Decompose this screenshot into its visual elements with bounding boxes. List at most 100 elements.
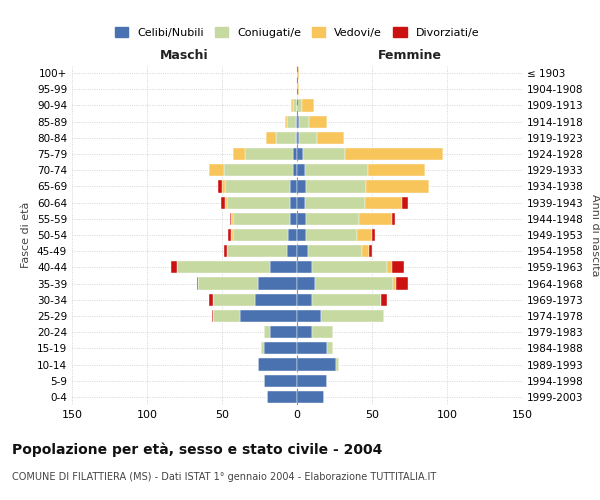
Bar (270, 262, 297, 274)
Bar (297, 212, 306, 225)
Bar (265, 132, 276, 144)
Bar (297, 391, 324, 403)
Bar (223, 164, 293, 176)
Bar (359, 212, 392, 225)
Bar (296, 132, 297, 144)
Bar (297, 262, 312, 274)
Bar (402, 196, 408, 208)
Bar (302, 100, 314, 112)
Bar (297, 229, 306, 241)
Y-axis label: Fasce di età: Fasce di età (22, 202, 31, 268)
Bar (240, 310, 297, 322)
Bar (229, 212, 231, 225)
Bar (212, 310, 213, 322)
Bar (227, 245, 287, 258)
Bar (297, 374, 327, 387)
Bar (361, 245, 369, 258)
Bar (336, 358, 339, 370)
Bar (288, 229, 297, 241)
Bar (231, 212, 233, 225)
Bar (233, 148, 245, 160)
Bar (276, 132, 296, 144)
Bar (312, 294, 381, 306)
Bar (357, 229, 372, 241)
Bar (264, 326, 270, 338)
Bar (231, 229, 233, 241)
Bar (293, 100, 297, 112)
Text: Femmine: Femmine (377, 49, 442, 62)
Bar (381, 294, 387, 306)
Bar (303, 148, 345, 160)
Bar (392, 262, 404, 274)
Bar (366, 180, 429, 192)
Bar (305, 196, 365, 208)
Bar (233, 212, 290, 225)
Y-axis label: Anni di nascita: Anni di nascita (590, 194, 600, 276)
Bar (285, 116, 287, 128)
Bar (297, 132, 299, 144)
Legend: Celibi/Nubili, Coniugati/e, Vedovi/e, Divorziati/e: Celibi/Nubili, Coniugati/e, Vedovi/e, Di… (110, 23, 484, 42)
Bar (290, 196, 297, 208)
Bar (270, 326, 297, 338)
Bar (297, 294, 312, 306)
Bar (308, 245, 361, 258)
Bar (396, 278, 408, 289)
Bar (297, 100, 302, 112)
Bar (296, 116, 297, 128)
Bar (297, 67, 299, 79)
Bar (387, 262, 392, 274)
Bar (293, 164, 297, 176)
Bar (258, 358, 297, 370)
Bar (297, 310, 321, 322)
Text: Popolazione per età, sesso e stato civile - 2004: Popolazione per età, sesso e stato civil… (12, 442, 382, 457)
Bar (297, 148, 303, 160)
Bar (393, 278, 396, 289)
Bar (306, 180, 366, 192)
Bar (258, 278, 297, 289)
Bar (225, 180, 290, 192)
Bar (297, 326, 312, 338)
Bar (261, 342, 264, 354)
Bar (293, 148, 297, 160)
Bar (297, 83, 299, 96)
Bar (171, 262, 177, 274)
Bar (197, 278, 198, 289)
Bar (209, 294, 213, 306)
Bar (297, 278, 315, 289)
Bar (297, 196, 305, 208)
Bar (365, 196, 402, 208)
Bar (290, 180, 297, 192)
Bar (233, 229, 288, 241)
Bar (306, 212, 359, 225)
Bar (221, 196, 225, 208)
Bar (345, 148, 443, 160)
Bar (287, 245, 297, 258)
Bar (297, 245, 308, 258)
Bar (255, 294, 297, 306)
Bar (312, 326, 333, 338)
Bar (312, 262, 387, 274)
Bar (297, 342, 327, 354)
Bar (222, 180, 225, 192)
Bar (372, 229, 375, 241)
Bar (245, 148, 293, 160)
Bar (209, 164, 223, 176)
Bar (213, 294, 255, 306)
Bar (225, 196, 227, 208)
Bar (367, 164, 425, 176)
Bar (309, 116, 327, 128)
Bar (297, 164, 305, 176)
Bar (306, 229, 357, 241)
Bar (305, 164, 367, 176)
Bar (315, 278, 393, 289)
Bar (369, 245, 372, 258)
Bar (287, 116, 296, 128)
Bar (299, 116, 309, 128)
Bar (264, 374, 297, 387)
Bar (223, 245, 227, 258)
Bar (198, 278, 258, 289)
Bar (227, 196, 290, 208)
Bar (327, 342, 333, 354)
Text: Maschi: Maschi (160, 49, 209, 62)
Bar (299, 132, 317, 144)
